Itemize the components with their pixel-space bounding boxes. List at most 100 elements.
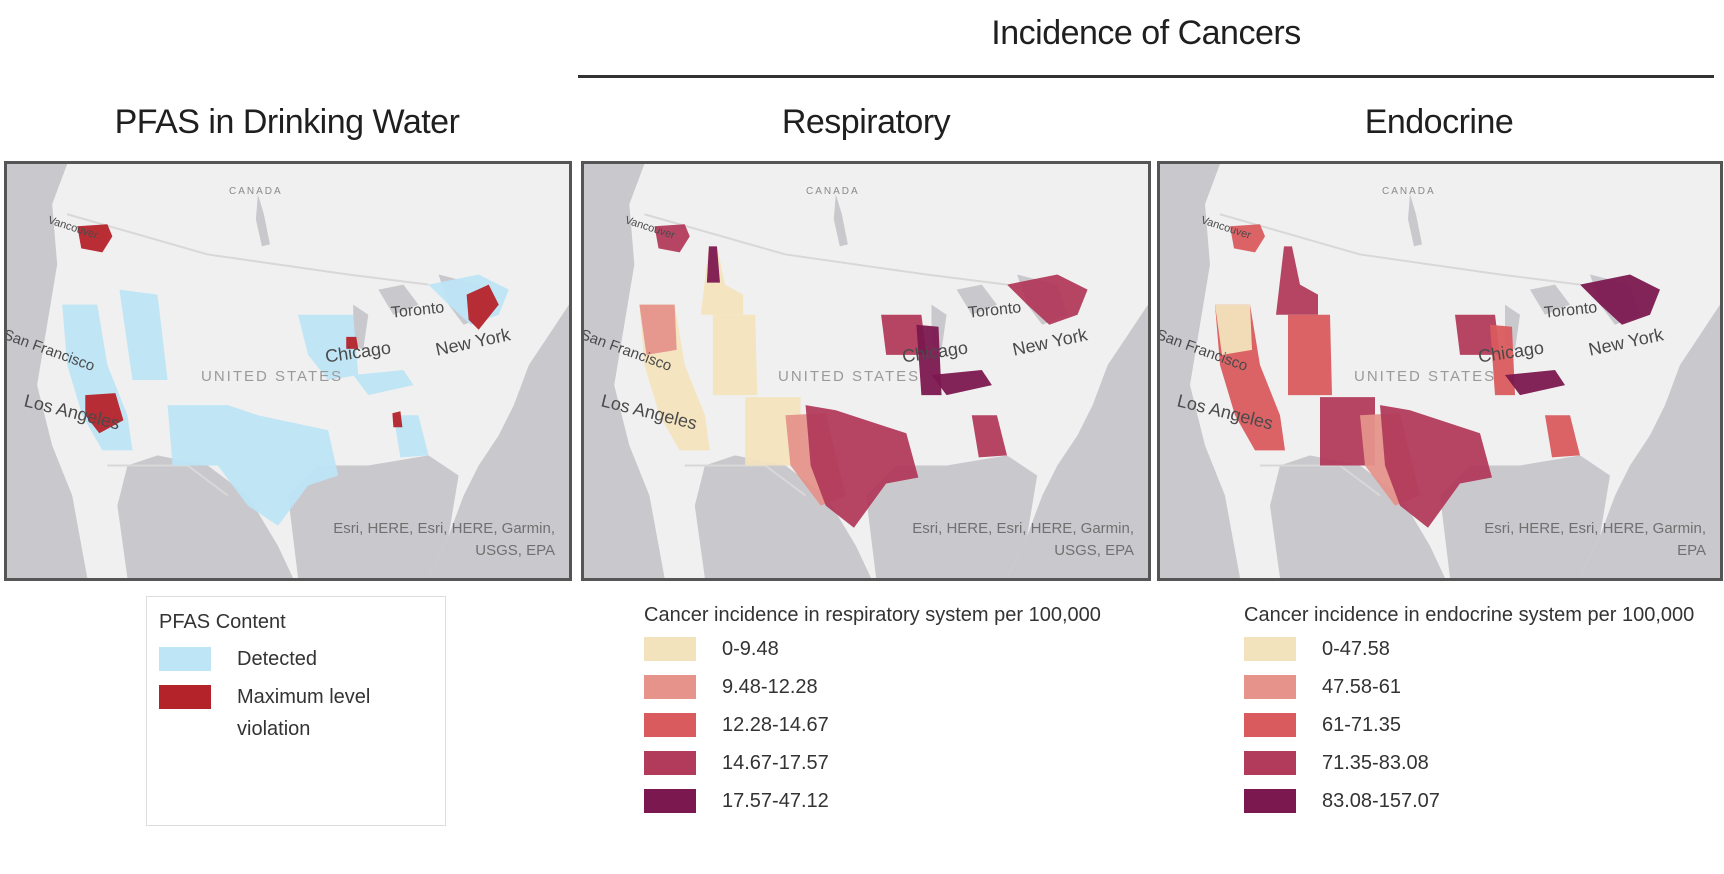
legend-item: 47.58-61 xyxy=(1244,668,1714,706)
map-region xyxy=(85,393,124,434)
map-region xyxy=(119,289,168,381)
attribution-line: EPA xyxy=(1677,542,1706,559)
map-region xyxy=(1545,415,1580,458)
map-region xyxy=(1320,397,1375,466)
legend-label: Detected xyxy=(237,648,318,670)
legend-items: 0-9.48 9.48-12.28 12.28-14.67 14.67-17.57 17… xyxy=(644,630,1114,820)
legend-swatch xyxy=(159,647,211,671)
group-title-rule xyxy=(578,75,1714,78)
label-united-states: UNITED STATES xyxy=(1354,368,1497,385)
legend-label: 71.35-83.08 xyxy=(1322,751,1429,774)
gulf-of-mexico xyxy=(288,455,459,578)
legend-swatch xyxy=(644,789,696,813)
lake xyxy=(1530,284,1570,315)
map-respiratory[interactable]: CANADA UNITED STATES Vancouver San Franc… xyxy=(581,161,1151,581)
legend-swatch xyxy=(644,675,696,699)
legend-endocrine: Cancer incidence in endocrine system per… xyxy=(1240,596,1718,824)
map-region xyxy=(1580,274,1660,325)
attribution-line: USGS, EPA xyxy=(1054,542,1134,559)
legend-swatch xyxy=(1244,789,1296,813)
legend-label: 17.57-47.12 xyxy=(722,789,829,812)
legend-swatch xyxy=(644,713,696,737)
map-region xyxy=(639,304,677,355)
legend-respiratory: Cancer incidence in respiratory system p… xyxy=(640,596,1118,824)
legend-item: 12.28-14.67 xyxy=(644,706,1114,744)
map-region xyxy=(1455,314,1500,355)
map-svg-pfas xyxy=(7,164,569,578)
legend-items: 0-47.58 47.58-61 61-71.35 71.35-83.08 83.08-… xyxy=(1244,630,1714,820)
us-canada-border xyxy=(644,213,1008,286)
legend-swatch xyxy=(644,751,696,775)
us-canada-border xyxy=(66,213,429,286)
map-attribution: Esri, HERE, Esri, HERE, Garmin, EPA xyxy=(1446,518,1706,562)
map-region xyxy=(466,284,499,330)
panel-title-endocrine: Endocrine xyxy=(1364,103,1514,141)
map-region xyxy=(1215,304,1252,355)
label-united-states: UNITED STATES xyxy=(201,368,344,385)
map-attribution: Esri, HERE, Esri, HERE, Garmin, USGS, EP… xyxy=(874,518,1134,562)
legend-label: 0-47.58 xyxy=(1322,637,1390,660)
map-region xyxy=(1380,405,1492,528)
attribution-line: Esri, HERE, Esri, HERE, Garmin, xyxy=(1484,520,1706,537)
gulf-of-mexico xyxy=(866,455,1038,578)
map-region xyxy=(77,224,113,253)
panel-title-pfas: PFAS in Drinking Water xyxy=(114,103,460,141)
legend-item: 71.35-83.08 xyxy=(1244,744,1714,782)
legend-swatch xyxy=(1244,713,1296,737)
map-region xyxy=(1007,274,1088,325)
label-canada: CANADA xyxy=(229,186,283,197)
lake xyxy=(1408,194,1422,247)
map-svg-endocrine xyxy=(1160,164,1720,578)
map-endocrine[interactable]: CANADA UNITED STATES Vancouver San Franc… xyxy=(1157,161,1723,581)
legend-item: 83.08-157.07 xyxy=(1244,782,1714,820)
legend-label: 14.67-17.57 xyxy=(722,751,829,774)
label-canada: CANADA xyxy=(806,186,860,197)
panel-title-respiratory: Respiratory xyxy=(781,103,951,141)
map-region xyxy=(392,411,403,428)
map-region xyxy=(1276,246,1318,315)
map-region xyxy=(706,246,720,283)
map-region xyxy=(346,336,359,349)
legend-item: 61-71.35 xyxy=(1244,706,1714,744)
attribution-line: USGS, EPA xyxy=(475,542,555,559)
legend-title: PFAS Content xyxy=(159,611,286,633)
map-pfas[interactable]: CANADA UNITED STATES Vancouver San Franc… xyxy=(4,161,572,581)
map-region xyxy=(805,405,919,528)
map-region xyxy=(1288,314,1332,396)
legend-swatch xyxy=(1244,751,1296,775)
legend-item-violation: Maximum level violation xyxy=(159,681,433,745)
map-region xyxy=(971,415,1007,458)
legend-swatch xyxy=(1244,675,1296,699)
legend-pfas: PFAS Content Detected Maximum level viol… xyxy=(146,596,446,826)
lake xyxy=(255,194,270,247)
lake xyxy=(378,284,419,315)
legend-label: Maximum level violation xyxy=(237,686,371,740)
legend-label: 47.58-61 xyxy=(1322,675,1401,698)
lake xyxy=(833,194,848,247)
label-canada: CANADA xyxy=(1382,186,1436,197)
legend-item: 17.57-47.12 xyxy=(644,782,1114,820)
legend-swatch xyxy=(1244,637,1296,661)
map-region xyxy=(167,405,339,526)
attribution-line: Esri, HERE, Esri, HERE, Garmin, xyxy=(333,520,555,537)
map-region xyxy=(881,314,927,355)
attribution-line: Esri, HERE, Esri, HERE, Garmin, xyxy=(912,520,1134,537)
map-attribution: Esri, HERE, Esri, HERE, Garmin, USGS, EP… xyxy=(295,518,555,562)
legend-title: Cancer incidence in endocrine system per… xyxy=(1244,604,1695,626)
legend-label: 0-9.48 xyxy=(722,637,779,660)
lake xyxy=(956,284,997,315)
legend-label: 12.28-14.67 xyxy=(722,713,829,736)
map-region xyxy=(298,314,359,381)
map-region xyxy=(654,224,690,253)
lake xyxy=(353,304,369,350)
map-region xyxy=(745,397,801,466)
map-region xyxy=(1230,224,1265,253)
legend-label: 83.08-157.07 xyxy=(1322,789,1440,812)
group-title: Incidence of Cancers xyxy=(991,14,1301,52)
legend-label: 61-71.35 xyxy=(1322,713,1401,736)
legend-item: 0-47.58 xyxy=(1244,630,1714,668)
legend-item: 0-9.48 xyxy=(644,630,1114,668)
legend-swatch xyxy=(644,637,696,661)
map-region xyxy=(1505,369,1565,396)
label-united-states: UNITED STATES xyxy=(778,368,921,385)
